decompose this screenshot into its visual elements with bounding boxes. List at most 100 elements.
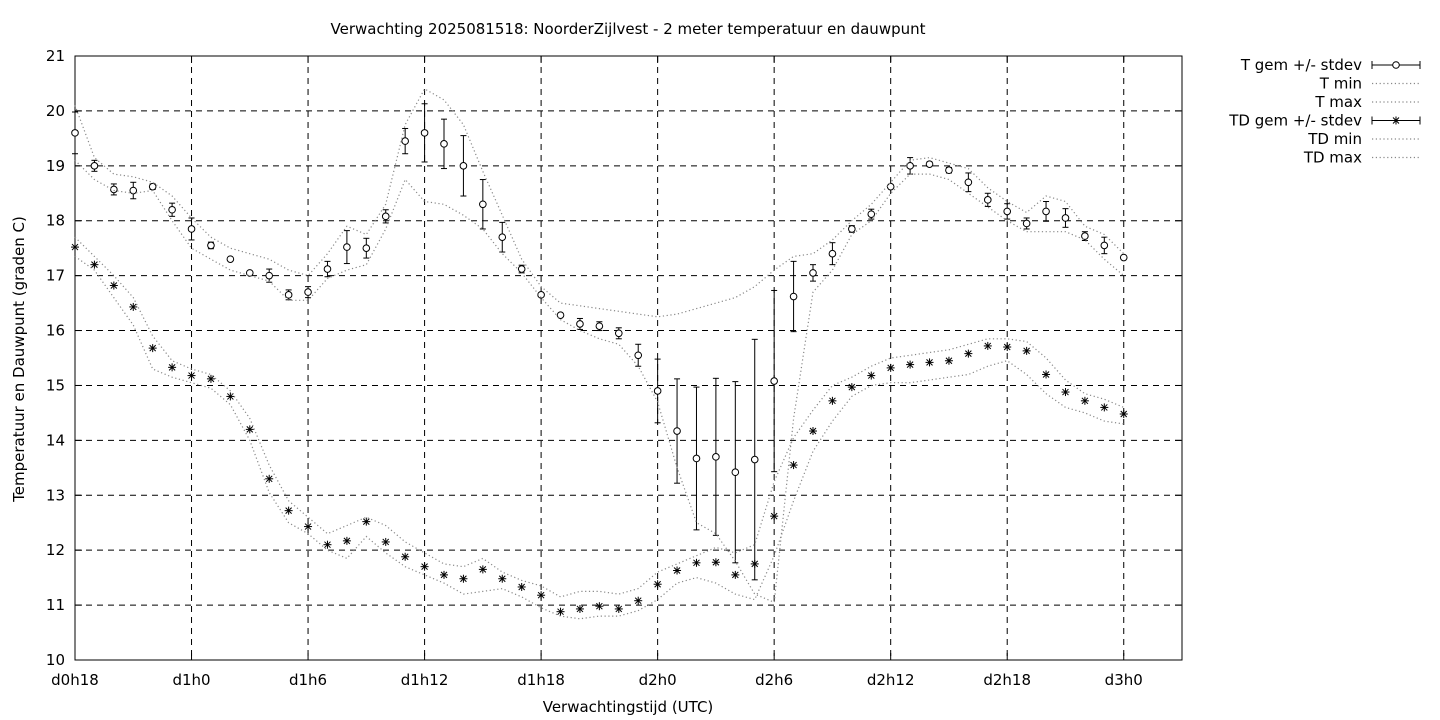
data-point bbox=[944, 356, 953, 365]
data-point bbox=[71, 243, 79, 252]
data-point bbox=[789, 461, 798, 470]
star-stroke bbox=[518, 583, 526, 591]
data-point bbox=[265, 271, 274, 280]
star-stroke bbox=[615, 605, 623, 613]
series-td-max bbox=[74, 236, 1124, 598]
x-tick-label: d3h0 bbox=[1105, 671, 1143, 689]
star-stroke bbox=[576, 605, 584, 613]
y-tick-label: 11 bbox=[46, 596, 65, 614]
star-stroke bbox=[1100, 404, 1108, 411]
x-tick-label: d1h0 bbox=[172, 671, 210, 689]
chart-title: Verwachting 2025081518: NoorderZijlvest … bbox=[331, 20, 926, 38]
legend-sample bbox=[1371, 116, 1421, 125]
data-point bbox=[207, 241, 215, 250]
data-point bbox=[692, 454, 701, 463]
star-stroke bbox=[91, 261, 98, 269]
data-point bbox=[479, 200, 487, 209]
data-point bbox=[867, 210, 876, 218]
y-tick-label: 18 bbox=[46, 212, 65, 230]
star-stroke bbox=[1042, 371, 1050, 378]
star-stroke bbox=[984, 342, 992, 350]
series-line bbox=[74, 255, 1124, 620]
data-point bbox=[498, 574, 507, 583]
data-point bbox=[983, 196, 992, 204]
data-point bbox=[867, 371, 876, 380]
data-point bbox=[187, 225, 196, 233]
data-point bbox=[1100, 241, 1109, 250]
data-point bbox=[906, 162, 914, 170]
series-td-gem-stdev bbox=[71, 243, 1128, 616]
data-point bbox=[595, 602, 604, 611]
data-point bbox=[576, 320, 584, 328]
data-point bbox=[71, 129, 79, 137]
x-tick-label: d1h6 bbox=[289, 671, 327, 689]
data-point bbox=[517, 582, 526, 591]
data-point bbox=[1061, 388, 1070, 397]
data-point bbox=[886, 363, 895, 372]
star-stroke bbox=[362, 518, 370, 525]
data-point bbox=[420, 562, 429, 571]
star-stroke bbox=[848, 383, 856, 391]
data-point bbox=[517, 265, 526, 273]
data-point bbox=[342, 536, 351, 545]
star-stroke bbox=[149, 344, 157, 352]
data-point bbox=[284, 506, 293, 515]
data-point bbox=[110, 185, 118, 194]
data-point bbox=[245, 425, 254, 434]
star-stroke bbox=[596, 602, 603, 610]
star-stroke bbox=[673, 567, 681, 574]
star-stroke bbox=[926, 359, 933, 366]
data-point bbox=[673, 566, 682, 575]
y-tick-label: 14 bbox=[46, 431, 65, 449]
data-point bbox=[750, 559, 759, 568]
star-stroke bbox=[207, 375, 215, 383]
axes: 10 11 12 13 14 15 16 17 18 19 20 21 d0h18 d1h0 d1h6 d1h… bbox=[46, 47, 1183, 689]
data-point bbox=[362, 517, 371, 526]
star-stroke bbox=[712, 558, 720, 566]
y-tick-label: 17 bbox=[46, 267, 65, 285]
x-tick-label: d2h0 bbox=[639, 671, 677, 689]
data-point bbox=[1022, 346, 1031, 355]
data-point bbox=[770, 377, 778, 385]
data-point bbox=[828, 396, 837, 405]
data-point bbox=[673, 427, 681, 435]
star-stroke bbox=[1023, 347, 1030, 355]
data-point bbox=[284, 291, 293, 299]
data-point bbox=[401, 552, 410, 561]
data-point bbox=[964, 178, 973, 187]
star-stroke bbox=[460, 575, 467, 583]
y-tick-label: 19 bbox=[46, 157, 65, 175]
series-t-min bbox=[74, 159, 1125, 604]
data-point bbox=[537, 291, 545, 299]
data-point bbox=[440, 140, 448, 148]
data-point bbox=[498, 233, 507, 241]
data-point bbox=[401, 137, 409, 145]
data-point bbox=[148, 182, 157, 191]
star-stroke bbox=[809, 427, 817, 435]
data-point bbox=[1042, 370, 1051, 379]
data-point bbox=[90, 162, 99, 170]
star-stroke bbox=[790, 461, 797, 469]
data-point bbox=[304, 288, 312, 296]
data-point bbox=[925, 160, 934, 168]
data-point bbox=[692, 558, 701, 567]
data-point bbox=[1100, 403, 1109, 412]
star-stroke bbox=[537, 591, 545, 599]
star-stroke bbox=[829, 397, 836, 405]
star-stroke bbox=[1003, 343, 1011, 351]
x-tick-label: d0h18 bbox=[51, 671, 99, 689]
star-stroke bbox=[906, 361, 914, 368]
grid-lines bbox=[74, 56, 1182, 660]
data-point bbox=[789, 292, 798, 301]
star-stroke bbox=[634, 597, 642, 605]
data-point bbox=[1003, 343, 1012, 352]
series-td-min bbox=[74, 255, 1124, 620]
series-t-gem-stdev bbox=[71, 103, 1128, 581]
data-point bbox=[362, 244, 371, 252]
star-stroke bbox=[304, 523, 312, 530]
star-stroke bbox=[945, 357, 953, 365]
star-stroke bbox=[557, 608, 564, 616]
legend-sample bbox=[1371, 61, 1421, 69]
